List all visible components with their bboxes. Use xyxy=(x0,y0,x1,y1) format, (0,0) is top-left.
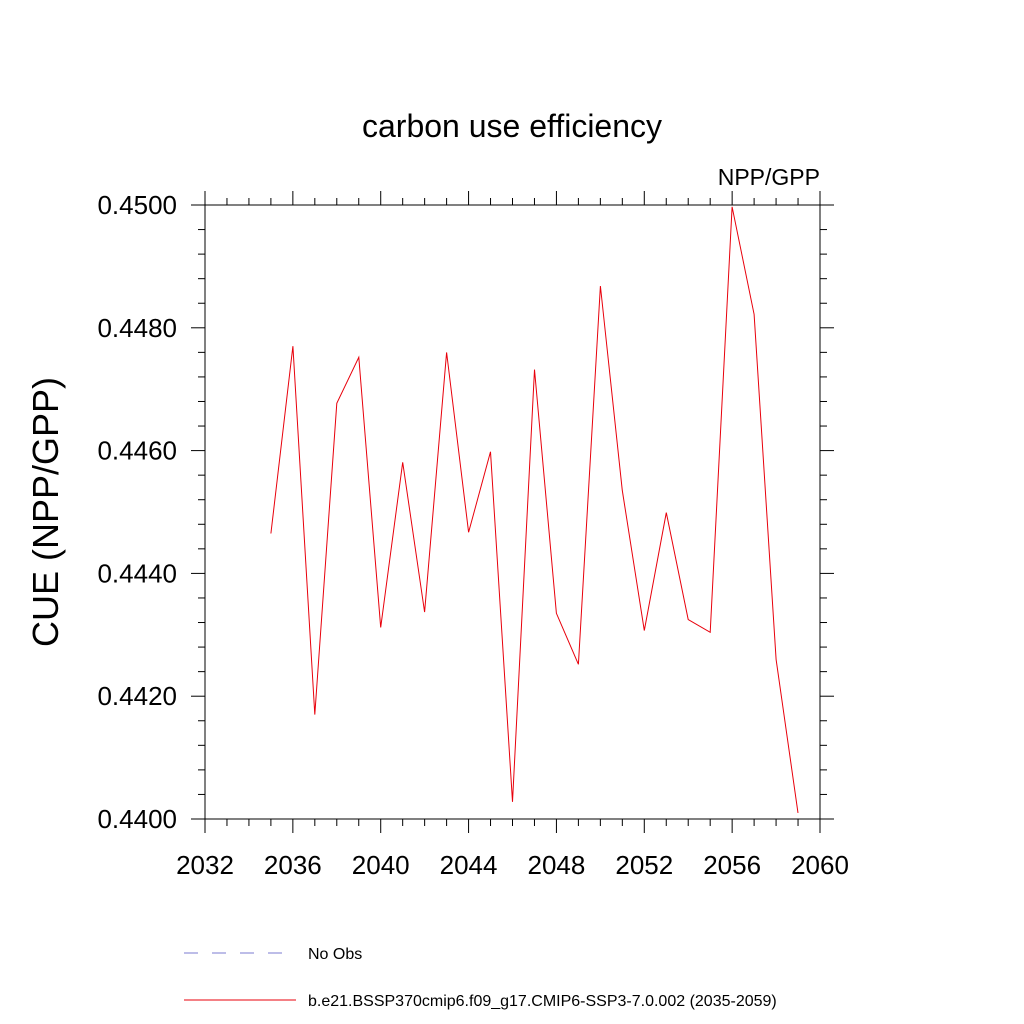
series-layer xyxy=(270,206,799,813)
tick-marks xyxy=(191,191,834,833)
x-tick-label: 2040 xyxy=(352,850,410,880)
y-tick-label: 0.4480 xyxy=(97,313,177,343)
x-tick-label: 2036 xyxy=(264,850,322,880)
legend: No Obs b.e21.BSSP370cmip6.f09_g17.CMIP6-… xyxy=(184,946,777,1010)
legend-series-label: b.e21.BSSP370cmip6.f09_g17.CMIP6-SSP3-7.… xyxy=(308,993,777,1010)
series-line xyxy=(270,206,799,813)
legend-no-obs-label: No Obs xyxy=(308,946,362,963)
plot-frame xyxy=(204,204,821,820)
y-tick-label: 0.4440 xyxy=(97,558,177,588)
x-tick-label: 2052 xyxy=(615,850,673,880)
y-tick-label: 0.4460 xyxy=(97,436,177,466)
x-tick-label: 2056 xyxy=(703,850,761,880)
y-tick-label: 0.4500 xyxy=(97,190,177,220)
x-tick-label: 2048 xyxy=(528,850,586,880)
chart-subtitle: NPP/GPP xyxy=(718,164,820,190)
y-axis-label: CUE (NPP/GPP) xyxy=(25,377,66,647)
chart-title: carbon use efficiency xyxy=(362,108,662,144)
x-tick-labels: 2032 2036 2040 2044 2048 2052 2056 2060 xyxy=(176,850,849,880)
x-tick-label: 2044 xyxy=(440,850,498,880)
x-tick-label: 2060 xyxy=(791,850,849,880)
y-tick-labels: 0.4400 0.4420 0.4440 0.4460 0.4480 0.4500 xyxy=(97,190,177,834)
y-tick-label: 0.4400 xyxy=(97,804,177,834)
x-tick-label: 2032 xyxy=(176,850,234,880)
y-tick-label: 0.4420 xyxy=(97,681,177,711)
